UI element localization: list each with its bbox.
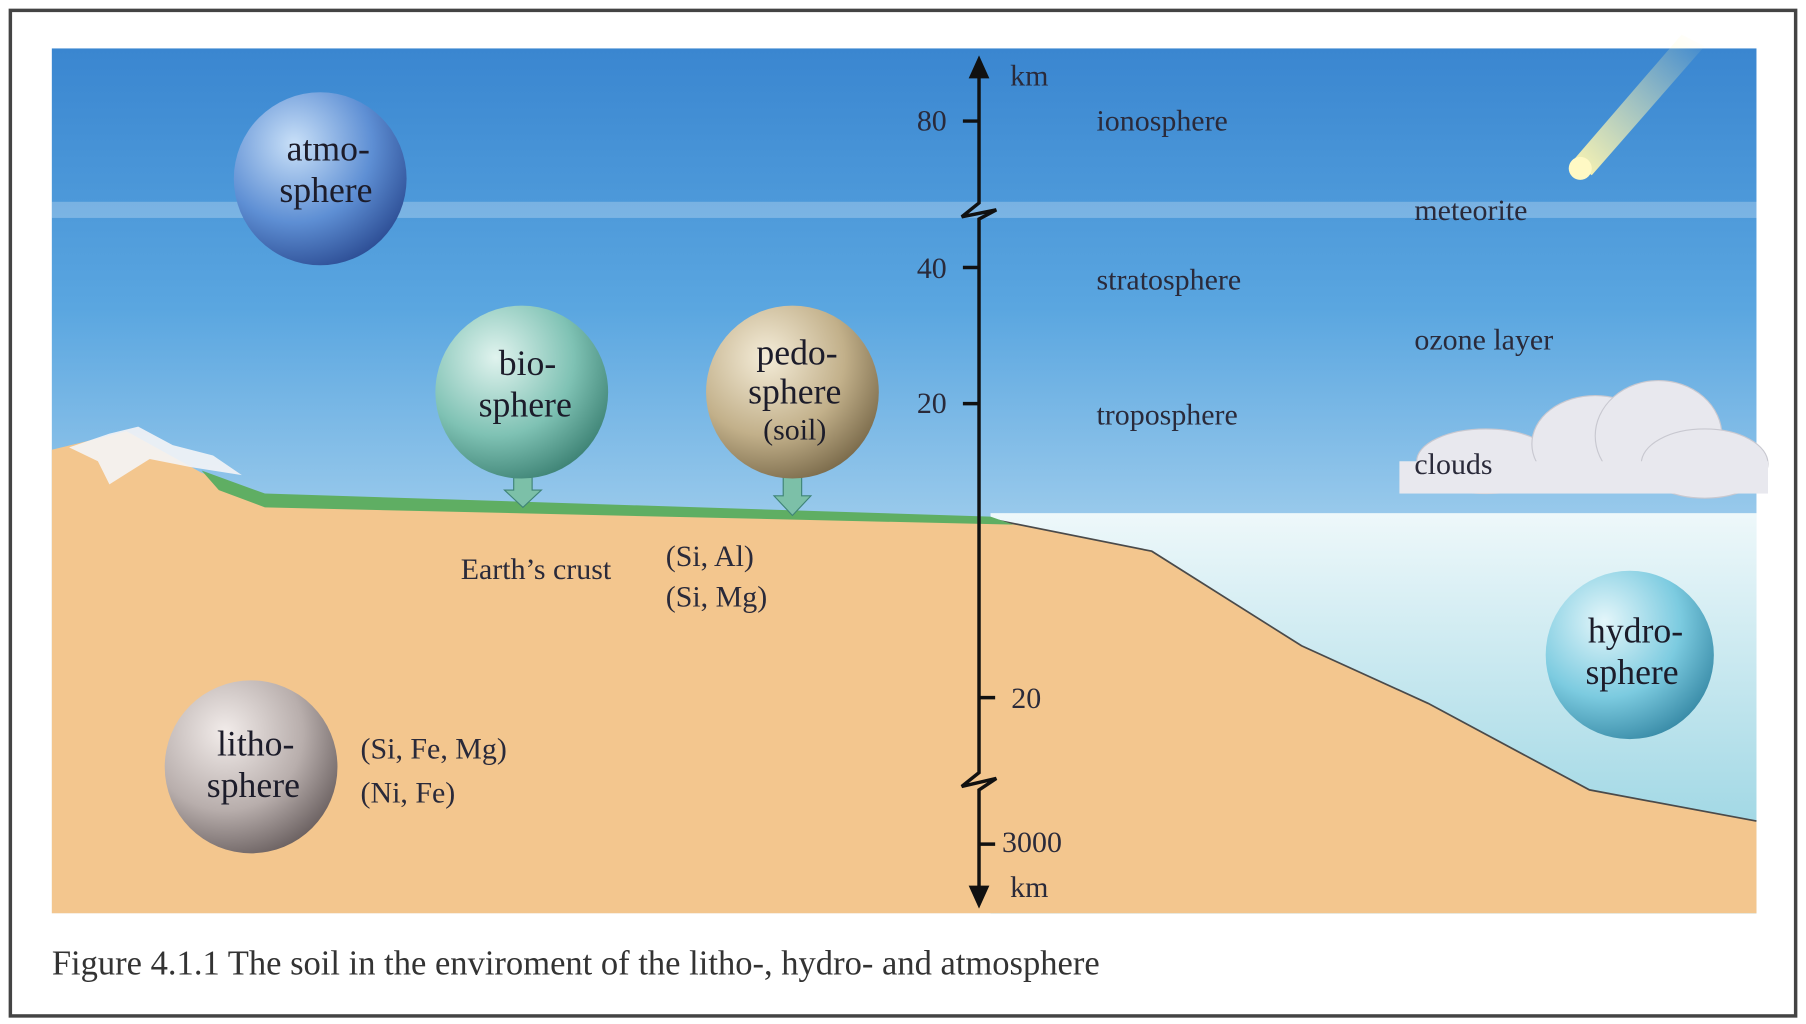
sphere-label: bio-	[499, 343, 557, 383]
haze	[51, 201, 1757, 218]
axis-unit: km	[1010, 871, 1048, 904]
meteorite-tail	[1572, 34, 1705, 176]
sphere	[233, 92, 407, 266]
cloud	[1399, 379, 1769, 499]
layer-label: clouds	[1414, 448, 1492, 481]
core-composition: (Ni, Fe)	[361, 777, 456, 810]
sphere	[1545, 570, 1714, 740]
meteorite-head	[1568, 156, 1592, 180]
sphere	[706, 305, 879, 479]
mantle-composition: (Si, Fe, Mg)	[361, 733, 507, 766]
axis-tick-label: 20	[917, 387, 947, 420]
crust-label: Earth’s crust	[461, 553, 612, 586]
mountain-snow	[69, 426, 242, 485]
layer-label: ozone layer	[1414, 323, 1553, 356]
sphere-label: litho-	[217, 723, 294, 763]
axis-tick-label: 20	[1011, 682, 1041, 715]
sphere-label: (soil)	[763, 413, 826, 446]
axis	[960, 71, 998, 900]
coast	[990, 518, 1757, 822]
sphere-label: sphere	[479, 384, 572, 424]
axis-arrow-up	[968, 55, 990, 79]
axis-tick-label: 80	[917, 104, 947, 137]
axis-tick-label: 40	[917, 252, 947, 285]
sphere-label: sphere	[748, 372, 841, 412]
layer-label: stratosphere	[1097, 263, 1242, 296]
layer-label: meteorite	[1414, 194, 1527, 227]
axis-arrow-down	[968, 885, 990, 909]
sphere-label: sphere	[207, 765, 300, 805]
sphere	[164, 680, 338, 854]
axis-tick-label: 3000	[1002, 826, 1062, 859]
sphere-label: sphere	[1585, 652, 1678, 692]
sphere-label: pedo-	[756, 333, 837, 373]
layer-label: troposphere	[1097, 398, 1238, 431]
crust-composition: (Si, Mg)	[666, 581, 767, 614]
sphere-label: atmo-	[287, 128, 370, 168]
sphere	[435, 305, 609, 479]
sphere-label: sphere	[279, 170, 372, 210]
land	[51, 431, 1757, 914]
soil-layer	[201, 470, 1014, 525]
axis-unit: km	[1010, 59, 1048, 92]
crust-composition: (Si, Al)	[666, 540, 754, 573]
caption: Figure 4.1.1 The soil in the enviroment …	[52, 944, 1100, 982]
layer-label: ionosphere	[1097, 104, 1228, 137]
sphere-label: hydro-	[1588, 610, 1683, 650]
